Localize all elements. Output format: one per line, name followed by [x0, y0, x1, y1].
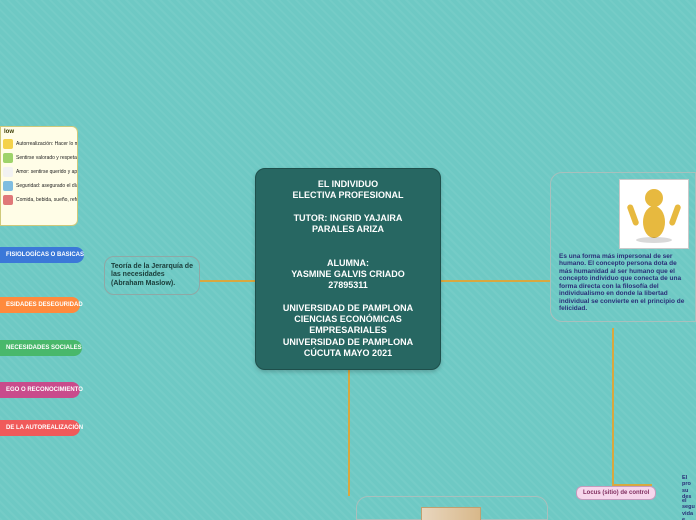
pyramid-row: Seguridad: asegurado el día de mañana. P…	[1, 179, 77, 193]
center-line: PARALES ARIZA	[264, 224, 432, 235]
individual-definition-card[interactable]: Es una forma más impersonal de ser human…	[550, 172, 696, 322]
pyramid-row-text: Seguridad: asegurado el día de mañana. P…	[16, 183, 77, 189]
figurine-image	[619, 179, 689, 249]
need-node[interactable]: FISIOLOGÍCAS O BASICAS	[0, 247, 84, 263]
pyramid-row-text: Autorrealización: Hacer lo máximo que pu…	[16, 141, 77, 147]
center-line: ALUMNA:	[264, 258, 432, 269]
maslow-theory-node[interactable]: Teoría de la Jerarquía de las necesidade…	[104, 256, 200, 295]
connector	[200, 280, 255, 282]
thumb-title: low	[1, 127, 77, 137]
center-line: CIENCIAS ECONÓMICAS	[264, 314, 432, 325]
connector	[348, 354, 350, 496]
center-line: UNIVERSIDAD DE PAMPLONA	[264, 303, 432, 314]
center-line: CÚCUTA MAYO 2021	[264, 348, 432, 359]
mindmap-canvas: EL INDIVIDUO ELECTIVA PROFESIONAL TUTOR:…	[0, 0, 696, 520]
bottom-partial-card[interactable]	[356, 496, 548, 520]
pyramid-row: Comida, bebida, sueño, refugio, aire fre…	[1, 193, 77, 207]
snippet: El prosu des	[682, 475, 696, 500]
pyramid-color-chip	[3, 181, 13, 191]
pyramid-row-text: Comida, bebida, sueño, refugio, aire fre…	[16, 197, 77, 203]
pyramid-color-chip	[3, 139, 13, 149]
pyramid-color-chip	[3, 167, 13, 177]
center-line: ELECTIVA PROFESIONAL	[264, 190, 432, 201]
center-line: EMPRESARIALES	[264, 325, 432, 336]
person-figurine-icon	[624, 184, 684, 244]
center-line: EL INDIVIDUO	[264, 179, 432, 190]
locus-control-node[interactable]: Locus (sitio) de control	[576, 486, 656, 500]
pyramid-row: Sentirse valorado y respetado. Estatus, …	[1, 151, 77, 165]
center-line	[264, 235, 432, 246]
center-line	[264, 292, 432, 303]
need-node[interactable]: NECESIDADES SOCIALES	[0, 340, 82, 356]
pyramid-color-chip	[3, 195, 13, 205]
snippet: el seguvida e	[682, 498, 696, 520]
center-node[interactable]: EL INDIVIDUO ELECTIVA PROFESIONAL TUTOR:…	[255, 168, 441, 370]
pyramid-color-chip	[3, 153, 13, 163]
need-node[interactable]: EGO O RECONOCIMIENTO	[0, 382, 80, 398]
pyramid-row-text: Sentirse valorado y respetado. Estatus, …	[16, 155, 77, 161]
center-line: YASMINE GALVIS CRIADO	[264, 269, 432, 280]
center-line	[264, 202, 432, 213]
bottom-card-image	[421, 507, 481, 520]
pyramid-row: Amor: sentirse querido y apreciado. Afec…	[1, 165, 77, 179]
connector	[441, 280, 551, 282]
center-line: 27895311	[264, 280, 432, 291]
maslow-pyramid-thumbnail[interactable]: low Autorrealización: Hacer lo máximo qu…	[0, 126, 78, 226]
pyramid-row-text: Amor: sentirse querido y apreciado. Afec…	[16, 169, 77, 175]
definition-text: Es una forma más impersonal de ser human…	[559, 253, 689, 313]
pyramid-row: Autorrealización: Hacer lo máximo que pu…	[1, 137, 77, 151]
need-node[interactable]: DE LA AUTOREALIZACIÓN	[0, 420, 80, 436]
center-line: TUTOR: INGRID YAJAIRA	[264, 213, 432, 224]
center-line	[264, 247, 432, 258]
connector	[612, 328, 614, 486]
center-line: UNIVERSIDAD DE PAMPLONA	[264, 337, 432, 348]
need-node[interactable]: ESIDADES DESEGURIDAD	[0, 297, 80, 313]
